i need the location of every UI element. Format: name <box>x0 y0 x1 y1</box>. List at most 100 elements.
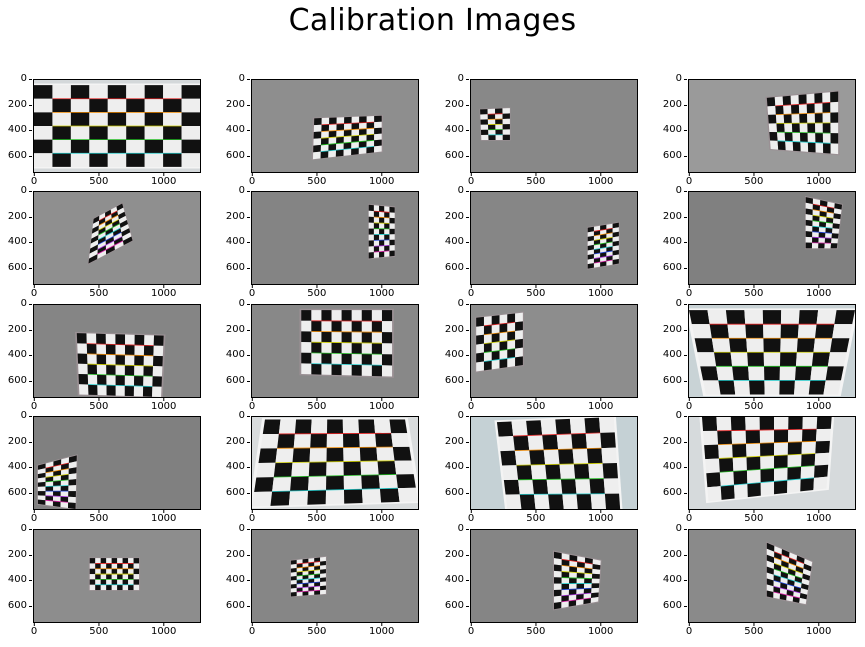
y-tick-label: 400 <box>444 574 469 586</box>
board-square <box>802 417 818 430</box>
x-tick-label: 0 <box>248 285 256 299</box>
board-square <box>805 225 813 232</box>
y-tick-label: 400 <box>662 461 687 473</box>
board-square <box>105 209 112 218</box>
board-square <box>800 465 815 479</box>
board-square <box>590 592 599 598</box>
board-square <box>163 126 182 140</box>
board-square <box>68 485 77 492</box>
board-square <box>561 583 570 590</box>
corner-detection-line <box>311 331 382 333</box>
y-tick-label: 400 <box>7 574 32 586</box>
board-square <box>487 108 496 115</box>
board-square <box>366 146 375 154</box>
board-square <box>572 448 589 464</box>
board-square <box>834 203 843 210</box>
board-square <box>296 575 303 581</box>
board-square <box>746 443 761 458</box>
board-square <box>311 363 322 375</box>
board-square <box>763 352 781 367</box>
board-square <box>606 250 613 257</box>
board-square <box>513 435 530 451</box>
board-square <box>716 417 732 431</box>
board-square <box>290 568 297 573</box>
board-square <box>746 469 761 484</box>
y-tick-label: 200 <box>225 210 250 222</box>
board-square <box>89 568 96 575</box>
corner-detection-line <box>321 133 375 139</box>
board-square <box>800 141 809 152</box>
board-square <box>819 216 827 223</box>
corner-detection-line <box>812 225 833 229</box>
board-square <box>293 433 311 449</box>
board-square <box>568 599 577 607</box>
board-square <box>302 570 309 576</box>
corner-detection-line <box>561 597 592 603</box>
board-square <box>181 139 200 154</box>
image-frame <box>688 529 856 623</box>
board-square <box>107 139 127 154</box>
board-square <box>122 568 129 575</box>
board-square <box>366 116 375 123</box>
board-square <box>379 488 400 503</box>
board-square <box>515 338 523 349</box>
board-square <box>99 212 106 221</box>
board-square <box>384 245 390 252</box>
board-square <box>371 332 382 344</box>
board-square <box>573 463 590 479</box>
y-tick-label: 600 <box>662 149 687 161</box>
board-square <box>320 556 326 562</box>
board-square <box>612 227 619 233</box>
board-square <box>389 419 408 434</box>
y-tick-label: 0 <box>7 299 32 309</box>
y-tick-label: 600 <box>7 149 32 161</box>
y-tick-label: 600 <box>662 599 687 611</box>
board-square <box>830 243 838 249</box>
corner-detection-line <box>593 241 613 246</box>
board-square <box>163 98 182 113</box>
board-square <box>53 485 61 492</box>
board-square <box>503 479 520 495</box>
board-square <box>116 203 124 211</box>
board-square <box>788 417 803 430</box>
board-square <box>133 558 140 564</box>
y-tick-label: 600 <box>662 374 687 386</box>
x-tick-label: 500 <box>744 398 764 412</box>
image-frame <box>33 79 201 173</box>
board-square <box>331 320 342 332</box>
board-square <box>308 562 315 567</box>
calibration-image-16: 0 200 400 600 0 500 1000 <box>663 411 856 524</box>
board-square <box>134 375 144 387</box>
board-square <box>89 244 98 254</box>
image-frame <box>470 529 638 623</box>
chessboard-photo <box>87 202 134 265</box>
board-square <box>807 123 816 133</box>
x-tick-label: 0 <box>685 510 693 524</box>
board-square <box>719 471 735 487</box>
board-square <box>774 417 789 430</box>
x-tick-label: 500 <box>89 623 109 637</box>
board-square <box>707 486 722 502</box>
corner-detection-line <box>775 102 831 107</box>
corner-detection-line <box>812 214 834 219</box>
board-square <box>768 123 778 133</box>
board-square <box>314 590 321 595</box>
board-square <box>106 364 116 376</box>
board-square <box>122 232 132 241</box>
board-square <box>801 441 816 455</box>
board-square <box>111 574 118 580</box>
board-square <box>600 261 607 267</box>
board-square <box>60 479 69 486</box>
board-square <box>105 240 115 250</box>
board-square <box>548 494 564 509</box>
board-square <box>37 463 46 470</box>
board-square <box>822 112 831 123</box>
corner-detection-line <box>320 145 375 153</box>
board-square <box>37 495 46 501</box>
board-square <box>308 586 315 592</box>
board-square <box>801 453 816 467</box>
board-square <box>314 557 321 563</box>
corner-detection-line <box>45 485 69 487</box>
board-square <box>153 355 163 367</box>
board-square <box>52 85 71 99</box>
